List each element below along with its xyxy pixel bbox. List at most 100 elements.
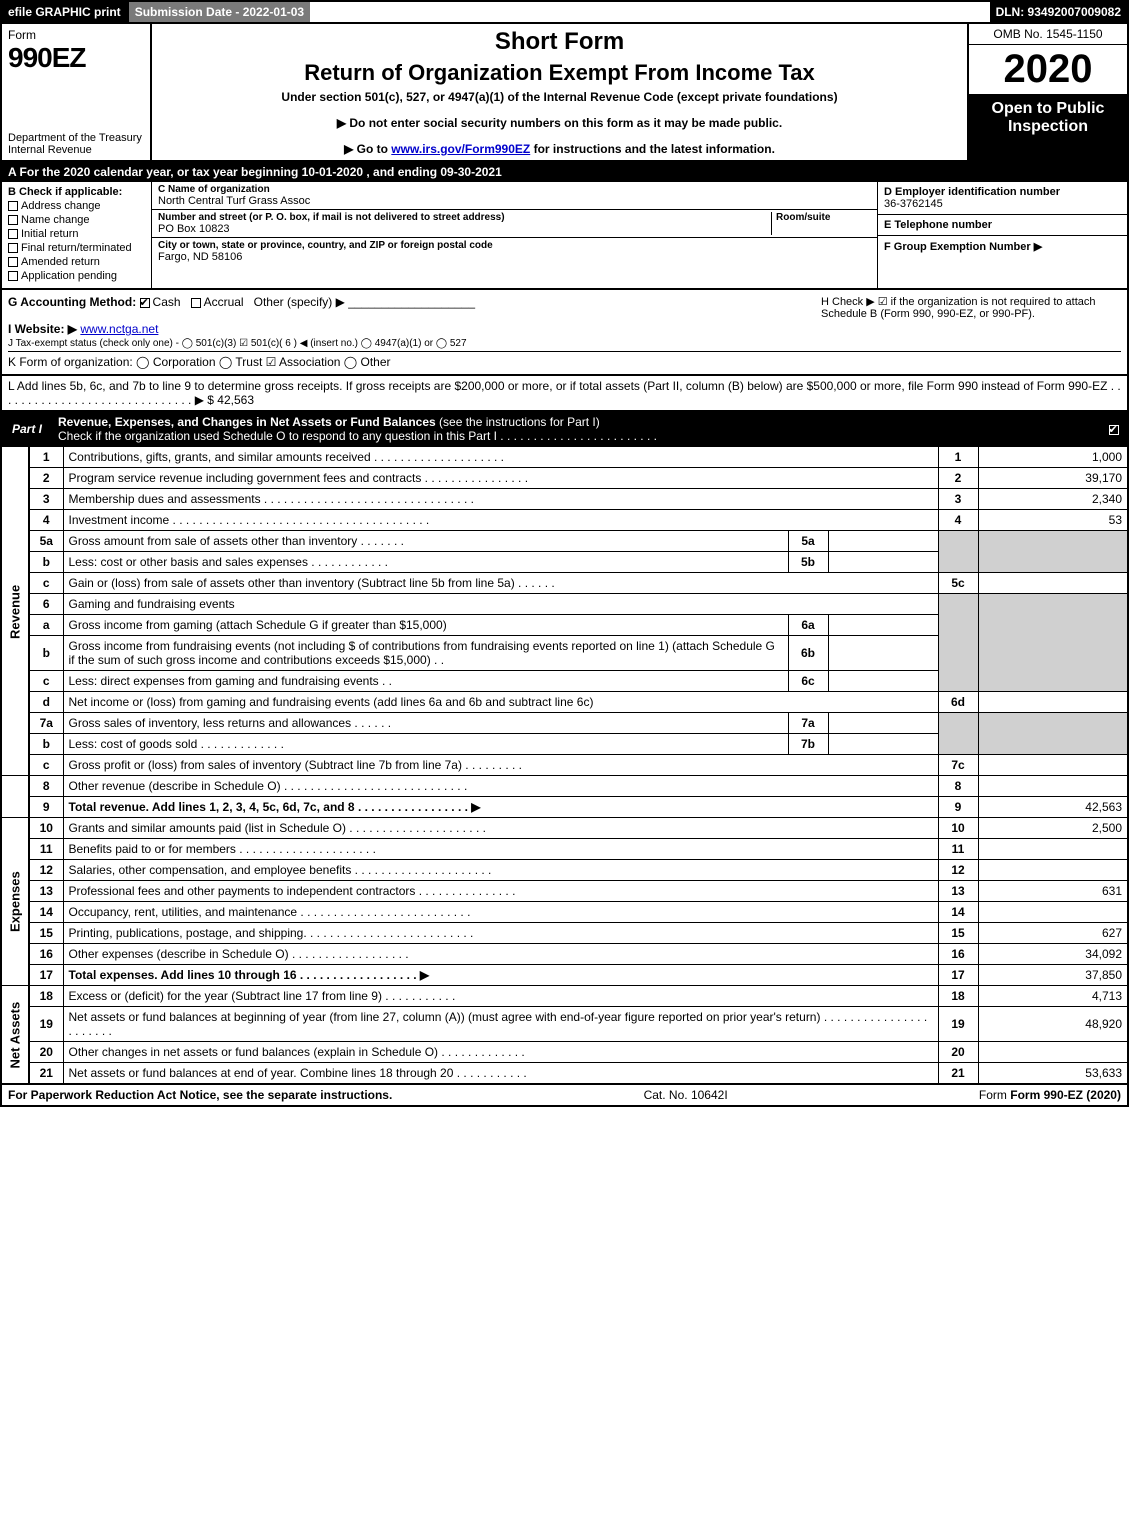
top-bar: efile GRAPHIC print Submission Date - 20… xyxy=(0,0,1129,24)
line-k: K Form of organization: ◯ Corporation ◯ … xyxy=(8,351,1121,369)
irs-link[interactable]: www.irs.gov/Form990EZ xyxy=(391,142,530,156)
part-1-sub: (see the instructions for Part I) xyxy=(439,415,600,429)
tax-year: 2020 xyxy=(969,45,1127,94)
table-row: 13 Professional fees and other payments … xyxy=(1,881,1128,902)
d-label: D Employer identification number xyxy=(884,186,1121,198)
line-j: J Tax-exempt status (check only one) - ◯… xyxy=(8,338,1121,349)
part-1-title: Revenue, Expenses, and Changes in Net As… xyxy=(52,412,1103,446)
c-label: C Name of organization xyxy=(158,184,871,195)
chk-accrual[interactable] xyxy=(191,298,201,308)
ssn-notice: ▶ Do not enter social security numbers o… xyxy=(160,116,959,130)
table-row: 2 Program service revenue including gove… xyxy=(1,468,1128,489)
box-c: C Name of organization North Central Tur… xyxy=(152,182,877,288)
page-footer: For Paperwork Reduction Act Notice, see … xyxy=(0,1085,1129,1107)
table-row: c Gain or (loss) from sale of assets oth… xyxy=(1,573,1128,594)
e-label: E Telephone number xyxy=(884,219,1121,231)
chk-name-change[interactable]: Name change xyxy=(8,214,145,226)
table-row: 6 Gaming and fundraising events xyxy=(1,594,1128,615)
goto-pre: ▶ Go to xyxy=(344,142,391,156)
dept-treasury: Department of the Treasury xyxy=(8,132,144,144)
table-row: 19 Net assets or fund balances at beginn… xyxy=(1,1007,1128,1042)
line-l-value: 42,563 xyxy=(217,393,254,407)
box-b: B Check if applicable: Address change Na… xyxy=(2,182,152,288)
efile-label[interactable]: efile GRAPHIC print xyxy=(2,2,127,22)
identity-block: B Check if applicable: Address change Na… xyxy=(0,182,1129,290)
chk-cash[interactable] xyxy=(140,298,150,308)
open-to-public: Open to Public Inspection xyxy=(969,94,1127,160)
table-row: 14 Occupancy, rent, utilities, and maint… xyxy=(1,902,1128,923)
return-title: Return of Organization Exempt From Incom… xyxy=(160,60,959,86)
lines-g-k: G Accounting Method: Cash Accrual Other … xyxy=(0,290,1129,376)
table-row: 8 Other revenue (describe in Schedule O)… xyxy=(1,776,1128,797)
part-1-title-text: Revenue, Expenses, and Changes in Net As… xyxy=(58,415,439,429)
short-form-title: Short Form xyxy=(160,28,959,56)
addr-label: Number and street (or P. O. box, if mail… xyxy=(158,212,771,223)
box-b-title: B Check if applicable: xyxy=(8,186,145,198)
goto-notice: ▶ Go to www.irs.gov/Form990EZ for instru… xyxy=(160,142,959,156)
table-row: 21 Net assets or fund balances at end of… xyxy=(1,1063,1128,1085)
part-1-label: Part I xyxy=(2,419,52,439)
table-row: Net Assets 18 Excess or (deficit) for th… xyxy=(1,986,1128,1007)
group-exemption-row: F Group Exemption Number ▶ xyxy=(878,236,1127,257)
table-row: 17 Total expenses. Add lines 10 through … xyxy=(1,965,1128,986)
under-section-text: Under section 501(c), 527, or 4947(a)(1)… xyxy=(160,90,959,104)
row-desc: Contributions, gifts, grants, and simila… xyxy=(63,447,938,468)
part-1-check-line: Check if the organization used Schedule … xyxy=(58,429,657,443)
form-number: 990EZ xyxy=(8,42,144,74)
table-row: 12 Salaries, other compensation, and emp… xyxy=(1,860,1128,881)
chk-final-return[interactable]: Final return/terminated xyxy=(8,242,145,254)
chk-application-pending[interactable]: Application pending xyxy=(8,270,145,282)
other-label: Other (specify) ▶ xyxy=(254,295,345,309)
table-row: 9 Total revenue. Add lines 1, 2, 3, 4, 5… xyxy=(1,797,1128,818)
table-row: 4 Investment income . . . . . . . . . . … xyxy=(1,510,1128,531)
org-name-row: C Name of organization North Central Tur… xyxy=(152,182,877,210)
f-label: F Group Exemption Number ▶ xyxy=(884,240,1121,253)
city-row: City or town, state or province, country… xyxy=(152,238,877,265)
city-value: Fargo, ND 58106 xyxy=(158,251,871,263)
goto-post: for instructions and the latest informat… xyxy=(530,142,775,156)
financial-table: Revenue 1 Contributions, gifts, grants, … xyxy=(0,446,1129,1085)
website-link[interactable]: www.nctga.net xyxy=(80,322,158,336)
footer-center: Cat. No. 10642I xyxy=(644,1088,728,1102)
cash-label: Cash xyxy=(153,295,181,309)
table-row: 11 Benefits paid to or for members . . .… xyxy=(1,839,1128,860)
dln-label: DLN: 93492007009082 xyxy=(990,2,1127,22)
table-row: 15 Printing, publications, postage, and … xyxy=(1,923,1128,944)
title-block: Short Form Return of Organization Exempt… xyxy=(152,24,967,160)
line-h: H Check ▶ ☑ if the organization is not r… xyxy=(821,295,1121,320)
org-name: North Central Turf Grass Assoc xyxy=(158,195,871,207)
part-1-checkbox[interactable] xyxy=(1103,422,1127,436)
city-label: City or town, state or province, country… xyxy=(158,240,871,251)
ein-value: 36-3762145 xyxy=(884,198,1121,210)
box-def: D Employer identification number 36-3762… xyxy=(877,182,1127,288)
ein-row: D Employer identification number 36-3762… xyxy=(878,182,1127,215)
section-a-bar: A For the 2020 calendar year, or tax yea… xyxy=(0,162,1129,182)
table-row: Expenses 10 Grants and similar amounts p… xyxy=(1,818,1128,839)
i-label: I Website: ▶ xyxy=(8,322,77,336)
line-l-text: L Add lines 5b, 6c, and 7b to line 9 to … xyxy=(8,379,1121,407)
dept-irs: Internal Revenue xyxy=(8,144,144,156)
room-label: Room/suite xyxy=(776,212,871,223)
table-row: 16 Other expenses (describe in Schedule … xyxy=(1,944,1128,965)
table-row: Revenue 1 Contributions, gifts, grants, … xyxy=(1,447,1128,468)
line-l: L Add lines 5b, 6c, and 7b to line 9 to … xyxy=(0,376,1129,412)
part-1-header: Part I Revenue, Expenses, and Changes in… xyxy=(0,412,1129,446)
submission-date: Submission Date - 2022-01-03 xyxy=(127,2,310,22)
footer-right: Form Form 990-EZ (2020) xyxy=(979,1088,1121,1102)
row-rtno: 1 xyxy=(938,447,978,468)
table-row: d Net income or (loss) from gaming and f… xyxy=(1,692,1128,713)
chk-initial-return[interactable]: Initial return xyxy=(8,228,145,240)
chk-address-change[interactable]: Address change xyxy=(8,200,145,212)
chk-amended-return[interactable]: Amended return xyxy=(8,256,145,268)
phone-row: E Telephone number xyxy=(878,215,1127,236)
row-val: 1,000 xyxy=(978,447,1128,468)
right-header-block: OMB No. 1545-1150 2020 Open to Public In… xyxy=(967,24,1127,160)
footer-left: For Paperwork Reduction Act Notice, see … xyxy=(8,1088,392,1102)
department-block: Department of the Treasury Internal Reve… xyxy=(8,132,144,156)
table-row: c Gross profit or (loss) from sales of i… xyxy=(1,755,1128,776)
netassets-side-label: Net Assets xyxy=(1,986,29,1085)
g-label: G Accounting Method: xyxy=(8,295,136,309)
line-i: I Website: ▶ www.nctga.net xyxy=(8,322,1121,336)
addr-row: Number and street (or P. O. box, if mail… xyxy=(152,210,877,238)
table-row: 20 Other changes in net assets or fund b… xyxy=(1,1042,1128,1063)
